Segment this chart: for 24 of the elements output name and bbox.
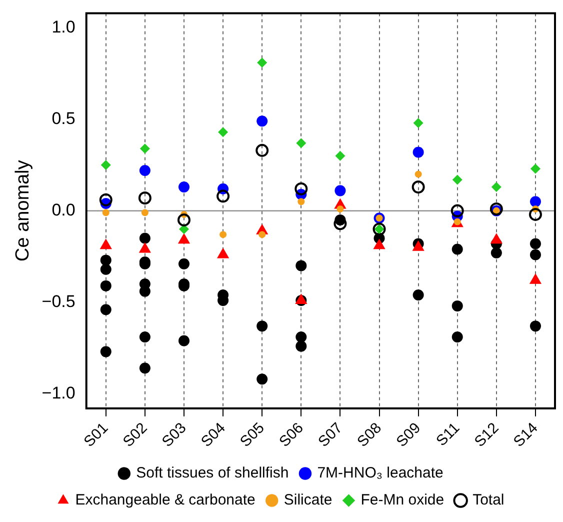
legend-label: Soft tissues of shellfish [136, 464, 289, 482]
y-tick-label: 0.5 [52, 109, 76, 128]
legend-label: Fe-Mn oxide [360, 492, 444, 509]
x-tick-label: S06 [276, 420, 307, 450]
legend-label: Silicate [284, 492, 332, 509]
x-tick-label: S02 [120, 420, 151, 450]
x-tick-label: S08 [354, 420, 386, 450]
y-axis-title: Ce anomaly [12, 160, 34, 262]
x-tick-label: S14 [510, 420, 542, 450]
x-tick-label: S05 [236, 420, 268, 450]
x-tick-label: S03 [158, 420, 190, 450]
x-tick-label: S01 [80, 420, 112, 450]
x-tick-label: S12 [471, 420, 502, 450]
legend-label: 7M-HNO₃ leachate [317, 464, 444, 482]
y-tick-label: −0.5 [42, 292, 76, 311]
y-tick-label: 0.0 [52, 200, 76, 220]
x-tick-label: S07 [315, 420, 346, 450]
x-tick-label: S11 [433, 420, 464, 450]
legend-label: Total [472, 492, 504, 509]
legend-label: Exchangeable & carbonate [75, 492, 256, 509]
x-tick-label: S09 [393, 420, 424, 450]
y-tick-label: 1.0 [52, 18, 76, 37]
y-tick-label: −1.0 [42, 383, 76, 402]
x-tick-label: S04 [198, 420, 229, 450]
